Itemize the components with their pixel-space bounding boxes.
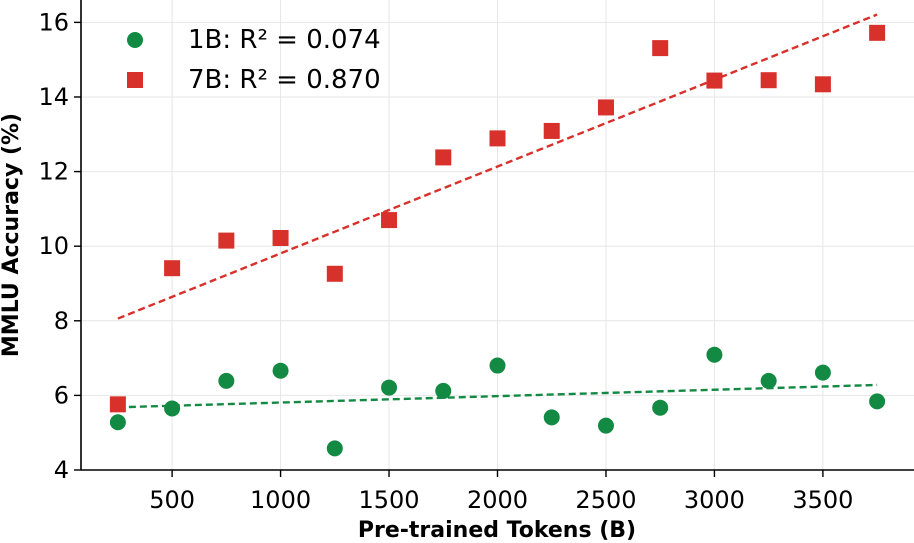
point-7b: [381, 212, 398, 229]
point-7b: [435, 149, 452, 166]
point-1b: [489, 357, 506, 374]
point-7b: [543, 122, 560, 139]
point-7b: [597, 99, 614, 116]
trendline-7b: [117, 13, 878, 320]
point-7b: [164, 260, 181, 277]
point-7b: [109, 396, 126, 413]
ticks: 4 6 8 10 12 14 16 500 1000 1500 2000 2500 3000 3500: [38, 8, 853, 514]
point-1b: [869, 393, 886, 410]
point-7b: [814, 76, 831, 93]
point-1b: [760, 372, 777, 389]
point-7b: [869, 24, 886, 41]
legend-marker-7b: [127, 72, 143, 88]
point-7b: [326, 265, 343, 282]
point-1b: [543, 409, 560, 426]
y-tick-label: 8: [54, 307, 69, 335]
y-tick-label: 12: [38, 158, 69, 186]
point-1b: [706, 346, 723, 363]
x-tick-label: 500: [149, 486, 195, 514]
point-7b: [218, 232, 235, 249]
point-7b: [272, 229, 289, 246]
point-7b: [760, 72, 777, 89]
x-tick-label: 3500: [792, 486, 853, 514]
point-1b: [109, 414, 126, 431]
x-axis-title: Pre-trained Tokens (B): [358, 518, 636, 543]
point-1b: [435, 382, 452, 399]
x-tick-label: 1000: [250, 486, 311, 514]
legend: 1B: R² = 0.074 7B: R² = 0.870: [127, 25, 381, 95]
x-tick-label: 1500: [358, 486, 419, 514]
point-7b: [706, 72, 723, 89]
legend-marker-1b: [127, 32, 143, 48]
point-1b: [164, 400, 181, 417]
point-1b: [597, 417, 614, 434]
point-1b: [326, 440, 343, 457]
grid: [81, 0, 914, 471]
trendline-1b: [117, 383, 878, 409]
point-7b: [489, 130, 506, 147]
x-tick-label: 2000: [467, 486, 528, 514]
point-1b: [814, 364, 831, 381]
y-axis-title: MMLU Accuracy (%): [0, 113, 24, 357]
y-tick-label: 10: [38, 232, 69, 260]
y-tick-label: 16: [38, 8, 69, 36]
trendlines: [117, 13, 878, 409]
y-tick-label: 6: [54, 381, 69, 409]
data-points: [109, 24, 886, 457]
y-tick-label: 14: [38, 83, 69, 111]
y-tick-label: 4: [54, 456, 69, 484]
x-tick-label: 2500: [575, 486, 636, 514]
legend-label-7b: 7B: R² = 0.870: [188, 65, 381, 95]
point-1b: [218, 372, 235, 389]
legend-label-1b: 1B: R² = 0.074: [188, 25, 381, 55]
x-tick-label: 3000: [684, 486, 745, 514]
point-1b: [381, 379, 398, 396]
point-7b: [652, 40, 669, 57]
point-1b: [652, 399, 669, 416]
point-1b: [272, 362, 289, 379]
